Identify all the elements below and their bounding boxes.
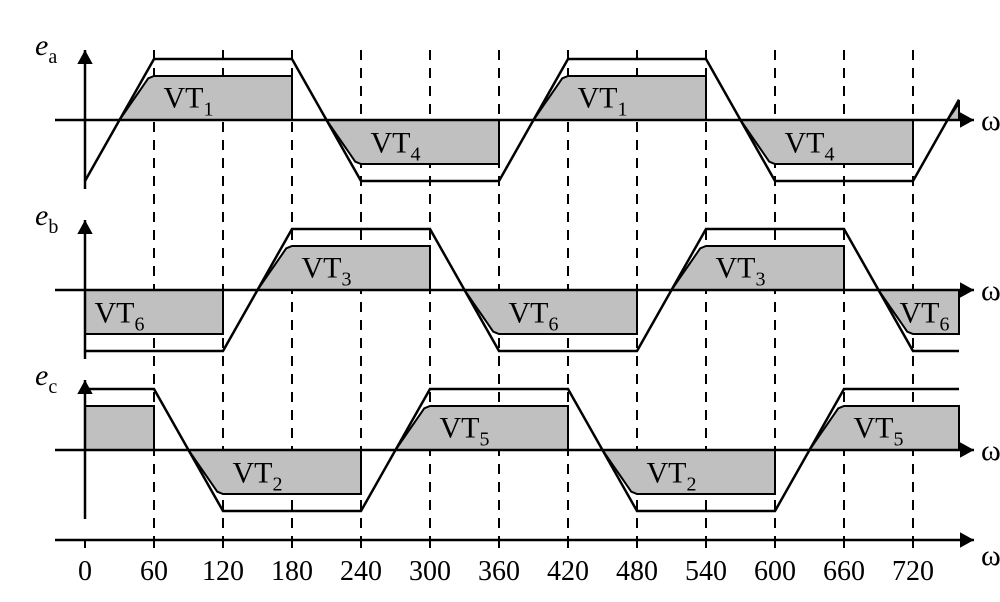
svg-text:180: 180: [271, 556, 313, 587]
bldc-commutation-diagram: ωteaVT1VT4VT1VT4ωtebVT6VT3VT6VT3VT6ωtecV…: [0, 0, 1000, 602]
svg-text:360: 360: [478, 556, 520, 587]
svg-text:ωt: ωt: [981, 434, 1000, 467]
svg-text:720: 720: [892, 556, 934, 587]
svg-text:60: 60: [140, 556, 168, 587]
svg-text:600: 600: [754, 556, 796, 587]
svg-text:ωt: ωt: [981, 539, 1000, 572]
svg-text:ωt: ωt: [981, 274, 1000, 307]
svg-text:240: 240: [340, 556, 382, 587]
svg-text:660: 660: [823, 556, 865, 587]
svg-text:540: 540: [685, 556, 727, 587]
svg-text:ωt: ωt: [981, 104, 1000, 137]
svg-text:eb: eb: [35, 199, 58, 238]
svg-text:ec: ec: [35, 359, 57, 398]
svg-text:300: 300: [409, 556, 451, 587]
svg-text:0: 0: [78, 556, 92, 587]
svg-text:ea: ea: [35, 29, 57, 68]
svg-text:420: 420: [547, 556, 589, 587]
diagram-svg: ωteaVT1VT4VT1VT4ωtebVT6VT3VT6VT3VT6ωtecV…: [0, 0, 1000, 602]
svg-text:120: 120: [202, 556, 244, 587]
svg-text:480: 480: [616, 556, 658, 587]
